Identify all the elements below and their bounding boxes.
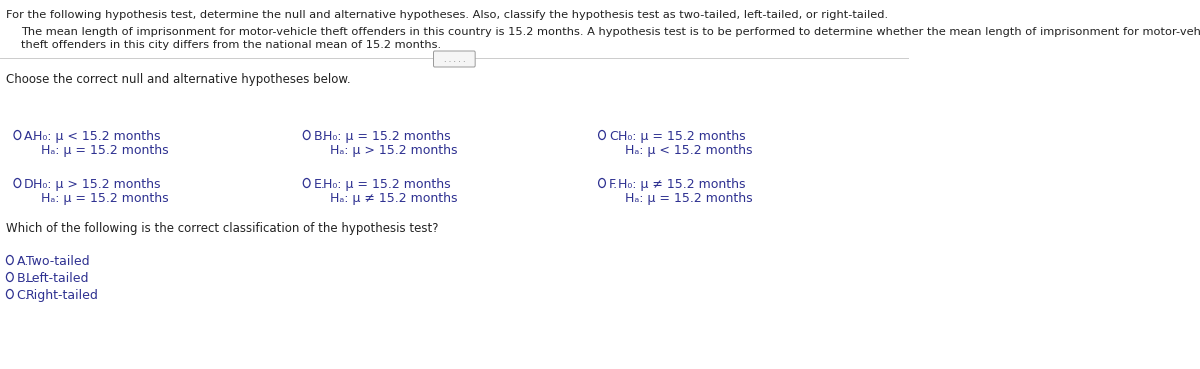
Text: Hₐ: μ > 15.2 months: Hₐ: μ > 15.2 months bbox=[330, 144, 457, 157]
Text: H₀: μ ≠ 15.2 months: H₀: μ ≠ 15.2 months bbox=[618, 178, 745, 191]
Text: H₀: μ = 15.2 months: H₀: μ = 15.2 months bbox=[618, 130, 745, 143]
Text: Hₐ: μ = 15.2 months: Hₐ: μ = 15.2 months bbox=[625, 192, 754, 205]
Text: For the following hypothesis test, determine the null and alternative hypotheses: For the following hypothesis test, deter… bbox=[6, 10, 888, 20]
FancyBboxPatch shape bbox=[433, 51, 475, 67]
Text: C.: C. bbox=[608, 130, 622, 143]
Text: H₀: μ > 15.2 months: H₀: μ > 15.2 months bbox=[34, 178, 161, 191]
Text: Right-tailed: Right-tailed bbox=[25, 289, 98, 302]
Text: F.: F. bbox=[608, 178, 618, 191]
Text: E.: E. bbox=[313, 178, 325, 191]
Text: A.: A. bbox=[17, 255, 29, 268]
Text: The mean length of imprisonment for motor-vehicle theft offenders in this countr: The mean length of imprisonment for moto… bbox=[22, 27, 1200, 37]
Text: C.: C. bbox=[17, 289, 30, 302]
Text: Hₐ: μ < 15.2 months: Hₐ: μ < 15.2 months bbox=[625, 144, 752, 157]
Text: . . . . .: . . . . . bbox=[444, 55, 466, 63]
Text: Which of the following is the correct classification of the hypothesis test?: Which of the following is the correct cl… bbox=[6, 222, 438, 235]
Text: H₀: μ = 15.2 months: H₀: μ = 15.2 months bbox=[323, 130, 450, 143]
Text: A.: A. bbox=[24, 130, 36, 143]
Text: B.: B. bbox=[313, 130, 326, 143]
Text: Two-tailed: Two-tailed bbox=[25, 255, 89, 268]
Text: H₀: μ < 15.2 months: H₀: μ < 15.2 months bbox=[34, 130, 161, 143]
Text: D.: D. bbox=[24, 178, 38, 191]
Text: B.: B. bbox=[17, 272, 29, 285]
Text: theft offenders in this city differs from the national mean of 15.2 months.: theft offenders in this city differs fro… bbox=[22, 40, 442, 50]
Text: Choose the correct null and alternative hypotheses below.: Choose the correct null and alternative … bbox=[6, 73, 350, 86]
Text: Left-tailed: Left-tailed bbox=[25, 272, 89, 285]
Text: Hₐ: μ ≠ 15.2 months: Hₐ: μ ≠ 15.2 months bbox=[330, 192, 457, 205]
Text: H₀: μ = 15.2 months: H₀: μ = 15.2 months bbox=[323, 178, 450, 191]
Text: Hₐ: μ = 15.2 months: Hₐ: μ = 15.2 months bbox=[41, 192, 168, 205]
Text: Hₐ: μ = 15.2 months: Hₐ: μ = 15.2 months bbox=[41, 144, 168, 157]
